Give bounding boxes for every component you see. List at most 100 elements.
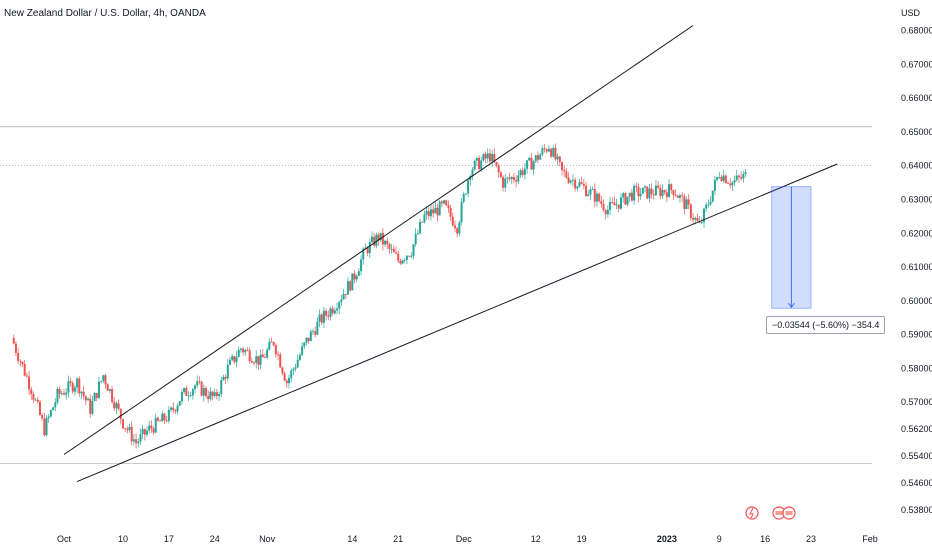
- candle-body: [355, 275, 358, 280]
- candle-body: [165, 420, 168, 422]
- candle-body: [357, 271, 360, 276]
- candle-body: [69, 381, 72, 383]
- lower-trendline: [76, 163, 838, 482]
- x-tick-label: 17: [164, 534, 174, 544]
- candle-body: [340, 299, 343, 303]
- candle-body: [283, 373, 286, 381]
- candle-body: [528, 157, 531, 161]
- candle-body: [676, 195, 679, 198]
- candle-body: [410, 255, 413, 257]
- candle-body: [705, 204, 708, 209]
- candle-body: [434, 207, 437, 214]
- candle-body: [226, 364, 229, 379]
- candle-body: [727, 183, 730, 184]
- candle-body: [469, 176, 472, 181]
- candle-body: [229, 359, 232, 365]
- candle-body: [301, 346, 304, 355]
- candle-body: [196, 381, 199, 386]
- candle-body: [681, 195, 684, 197]
- y-tick-label: 0.60000: [901, 296, 932, 306]
- candle-body: [292, 368, 295, 371]
- candle-body: [65, 392, 68, 395]
- candle-body: [534, 155, 537, 162]
- candle-body: [405, 255, 408, 260]
- candle-body: [532, 161, 535, 170]
- candle-body: [336, 308, 339, 311]
- candle-body: [646, 186, 649, 199]
- candle-body: [204, 388, 207, 396]
- candle-body: [558, 156, 561, 163]
- candle-body: [571, 179, 574, 181]
- candle-body: [170, 407, 173, 410]
- candle-body: [32, 394, 35, 400]
- candle-body: [25, 375, 28, 377]
- candle-body: [652, 194, 655, 196]
- candle-body: [364, 247, 367, 249]
- candle-body: [76, 378, 79, 388]
- candle-body: [373, 236, 376, 246]
- candle-body: [521, 170, 524, 175]
- candle-body: [425, 211, 428, 215]
- candle-body: [547, 148, 550, 152]
- candle-body: [375, 234, 378, 246]
- upper-trendline: [63, 25, 694, 455]
- candle-body: [456, 228, 459, 234]
- candle-body: [541, 148, 544, 155]
- candle-body: [80, 391, 83, 394]
- candle-body: [246, 350, 249, 351]
- candle-body: [338, 302, 341, 309]
- candle-body: [106, 384, 109, 391]
- candle-body: [451, 216, 454, 226]
- candle-body: [737, 175, 740, 178]
- candle-body: [499, 172, 502, 178]
- candle-body: [78, 378, 81, 394]
- candle-body: [488, 153, 491, 162]
- candle-body: [117, 403, 120, 409]
- candle-body: [100, 380, 103, 382]
- candle-body: [587, 194, 590, 197]
- candle-body: [104, 375, 107, 385]
- candle-body: [250, 361, 253, 363]
- candle-body: [512, 177, 515, 180]
- candle-body: [563, 169, 566, 172]
- candle-body: [150, 425, 153, 429]
- y-axis: 0.68000 0.67000 0.66000 0.65000 0.64000 0.630…: [901, 26, 932, 516]
- candle-body: [408, 255, 411, 257]
- candle-body: [49, 410, 52, 417]
- candle-body: [113, 401, 116, 409]
- candle-body: [255, 356, 258, 363]
- candle-body: [648, 188, 651, 199]
- candle-body: [619, 197, 622, 209]
- measure-arrow-head: [788, 302, 795, 308]
- candle-body: [198, 381, 201, 383]
- candle-body: [344, 294, 347, 295]
- candle-body: [279, 354, 282, 368]
- candle-body: [194, 385, 197, 390]
- candle-body: [233, 356, 236, 362]
- lightning-icon: [745, 506, 759, 520]
- candle-body: [209, 391, 212, 400]
- candle-body: [54, 402, 57, 408]
- candle-body: [189, 395, 192, 397]
- candle-body: [71, 382, 74, 392]
- candle-body: [600, 201, 603, 204]
- candle-body: [342, 294, 345, 300]
- candle-body: [668, 184, 671, 198]
- y-tick-label: 0.59000: [901, 330, 932, 340]
- candle-body: [333, 310, 336, 314]
- candle-body: [23, 363, 26, 376]
- candle-body: [200, 381, 203, 396]
- candle-body: [119, 408, 122, 420]
- candle-body: [12, 337, 15, 344]
- candle-body: [687, 199, 690, 205]
- candle-body: [124, 428, 127, 430]
- candle-body: [574, 179, 577, 189]
- candle-body: [19, 360, 22, 362]
- candle-body: [84, 396, 87, 401]
- candle-body: [130, 426, 133, 442]
- candle-body: [414, 234, 417, 245]
- measure-tool[interactable]: [771, 186, 812, 309]
- x-tick-label: 21: [393, 534, 403, 544]
